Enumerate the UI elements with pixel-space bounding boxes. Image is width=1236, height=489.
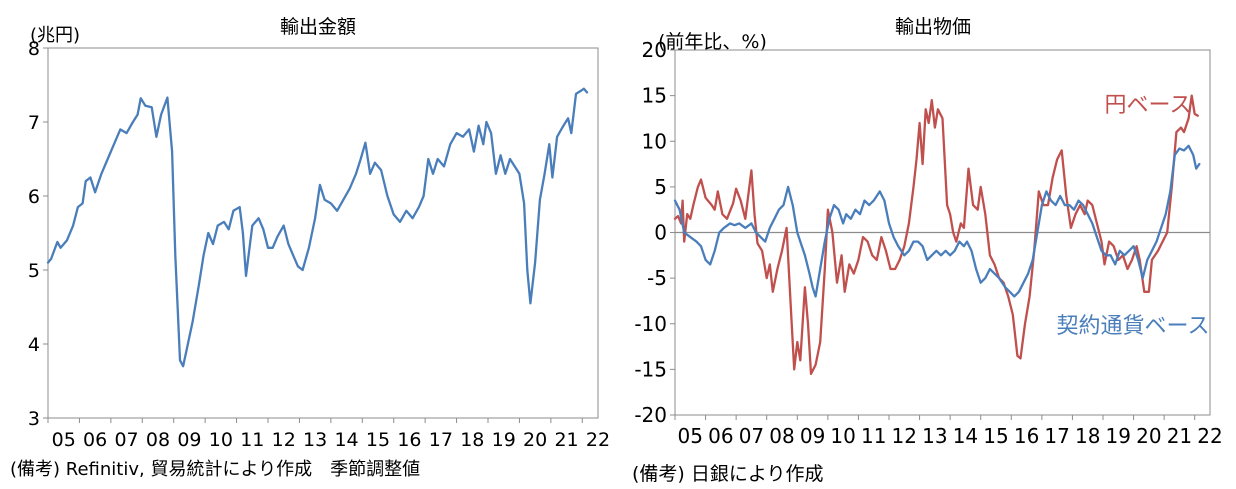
right-x-tick-label: 08 bbox=[769, 424, 794, 448]
right-x-tick-label: 14 bbox=[953, 424, 978, 448]
left-x-tick-label: 07 bbox=[114, 429, 138, 451]
right-series-line-1 bbox=[673, 94, 1199, 376]
left-y-tick-label: 6 bbox=[28, 186, 40, 208]
legend-label-yen-base: 円ベース bbox=[1105, 93, 1192, 118]
left-x-tick-label: 11 bbox=[240, 429, 264, 451]
right-x-tick-label: 11 bbox=[861, 424, 886, 448]
left-x-tick-label: 21 bbox=[554, 429, 578, 451]
right-y-tick-label: 15 bbox=[642, 84, 667, 108]
left-plot-frame bbox=[47, 47, 599, 419]
right-y-tick-label: -5 bbox=[647, 266, 667, 290]
right-x-tick-label: 09 bbox=[800, 424, 825, 448]
right-y-tick-label: -20 bbox=[634, 403, 667, 427]
left-x-tick-label: 17 bbox=[429, 429, 453, 451]
left-y-tick-label: 4 bbox=[28, 334, 40, 356]
right-x-tick-label: 21 bbox=[1167, 424, 1192, 448]
left-x-tick-label: 09 bbox=[177, 429, 201, 451]
left-y-tick-label: 5 bbox=[28, 260, 40, 282]
right-y-tick-label: -10 bbox=[634, 312, 667, 336]
left-x-tick-label: 15 bbox=[366, 429, 390, 451]
right-y-tick-label: 5 bbox=[654, 175, 667, 199]
right-y-tick-label: 20 bbox=[642, 38, 667, 62]
right-x-tick-label: 16 bbox=[1014, 424, 1039, 448]
right-source-note: (備考) 日銀により作成 bbox=[632, 463, 824, 485]
export-value-chart: 輸出金額 (兆円) 3 4 5 6 7 8 05 06 07 08 09 10 11 12 13 14 15 16… bbox=[28, 16, 610, 451]
left-x-tick-label: 13 bbox=[303, 429, 327, 451]
right-x-tick-label: 18 bbox=[1075, 424, 1100, 448]
right-x-tick-label: 17 bbox=[1044, 424, 1069, 448]
right-y-tick-label: 0 bbox=[654, 221, 667, 245]
left-x-tick-label: 05 bbox=[52, 429, 76, 451]
left-x-tick-label: 10 bbox=[209, 429, 233, 451]
left-x-tick-label: 16 bbox=[397, 429, 421, 451]
right-chart-title: 輸出物価 bbox=[895, 16, 971, 38]
right-y-tick-label: -15 bbox=[634, 357, 667, 381]
left-x-tick-label: 22 bbox=[586, 429, 610, 451]
right-x-tick-label: 20 bbox=[1136, 424, 1161, 448]
left-source-note: (備考) Refinitiv, 貿易統計により作成 季節調整値 bbox=[10, 459, 421, 480]
left-x-tick-label: 20 bbox=[523, 429, 547, 451]
left-chart-title: 輸出金額 bbox=[280, 16, 356, 38]
right-x-tick-label: 06 bbox=[708, 424, 733, 448]
right-y-tick-label: 10 bbox=[642, 129, 667, 153]
left-x-tick-label: 18 bbox=[460, 429, 484, 451]
left-axes: 3 4 5 6 7 8 05 06 07 08 09 10 11 12 13 14 15 16 17 18 19 20 21… bbox=[28, 38, 610, 451]
left-series-line-1 bbox=[46, 87, 589, 368]
left-x-tick-label: 06 bbox=[83, 429, 107, 451]
left-y-tick-label: 7 bbox=[28, 112, 40, 134]
right-x-tick-label: 07 bbox=[739, 424, 764, 448]
left-series-layer bbox=[46, 87, 589, 368]
right-x-tick-label: 15 bbox=[983, 424, 1008, 448]
right-unit-label: (前年比、%) bbox=[658, 31, 767, 53]
right-x-tick-label: 13 bbox=[922, 424, 947, 448]
right-series-line-2 bbox=[673, 144, 1201, 298]
right-series-layer bbox=[673, 94, 1201, 376]
right-x-tick-label: 05 bbox=[678, 424, 703, 448]
right-x-tick-label: 12 bbox=[892, 424, 917, 448]
left-x-tick-label: 08 bbox=[146, 429, 170, 451]
left-x-tick-label: 19 bbox=[492, 429, 516, 451]
left-unit-label: (兆円) bbox=[30, 25, 80, 46]
legend-label-contract-currency-base: 契約通貨ベース bbox=[1057, 314, 1210, 339]
left-y-tick-label: 8 bbox=[28, 38, 40, 60]
left-x-tick-label: 12 bbox=[272, 429, 296, 451]
right-x-tick-label: 10 bbox=[830, 424, 855, 448]
right-x-tick-label: 19 bbox=[1106, 424, 1131, 448]
left-y-tick-label: 3 bbox=[28, 408, 40, 430]
right-x-tick-label: 22 bbox=[1197, 424, 1222, 448]
left-x-tick-label: 14 bbox=[334, 429, 358, 451]
